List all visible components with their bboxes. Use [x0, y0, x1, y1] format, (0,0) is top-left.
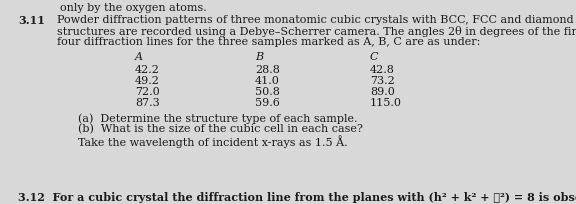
Text: 115.0: 115.0	[370, 98, 402, 108]
Text: Powder diffraction patterns of three monatomic cubic crystals with BCC, FCC and : Powder diffraction patterns of three mon…	[57, 15, 574, 25]
Text: 28.8: 28.8	[255, 65, 280, 75]
Text: 41.0: 41.0	[255, 76, 280, 86]
Text: C: C	[370, 52, 378, 62]
Text: only by the oxygen atoms.: only by the oxygen atoms.	[60, 3, 207, 13]
Text: A: A	[135, 52, 143, 62]
Text: structures are recorded using a Debye–Scherrer camera. The angles 2θ in degrees : structures are recorded using a Debye–Sc…	[57, 26, 576, 37]
Text: 89.0: 89.0	[370, 87, 395, 97]
Text: 3.11: 3.11	[18, 15, 45, 26]
Text: 87.3: 87.3	[135, 98, 160, 108]
Text: 42.2: 42.2	[135, 65, 160, 75]
Text: 3.12  For a cubic crystal the diffraction line from the planes with (h² + k² + ℓ: 3.12 For a cubic crystal the diffraction…	[18, 192, 576, 203]
Text: 72.0: 72.0	[135, 87, 160, 97]
Text: (a)  Determine the structure type of each sample.: (a) Determine the structure type of each…	[78, 113, 358, 124]
Text: four diffraction lines for the three samples marked as A, B, C are as under:: four diffraction lines for the three sam…	[57, 37, 480, 47]
Text: 73.2: 73.2	[370, 76, 395, 86]
Text: (b)  What is the size of the cubic cell in each case?: (b) What is the size of the cubic cell i…	[78, 124, 363, 134]
Text: 42.8: 42.8	[370, 65, 395, 75]
Text: B: B	[255, 52, 263, 62]
Text: Take the wavelength of incident x-rays as 1.5 Å.: Take the wavelength of incident x-rays a…	[78, 135, 348, 148]
Text: 50.8: 50.8	[255, 87, 280, 97]
Text: 49.2: 49.2	[135, 76, 160, 86]
Text: 59.6: 59.6	[255, 98, 280, 108]
